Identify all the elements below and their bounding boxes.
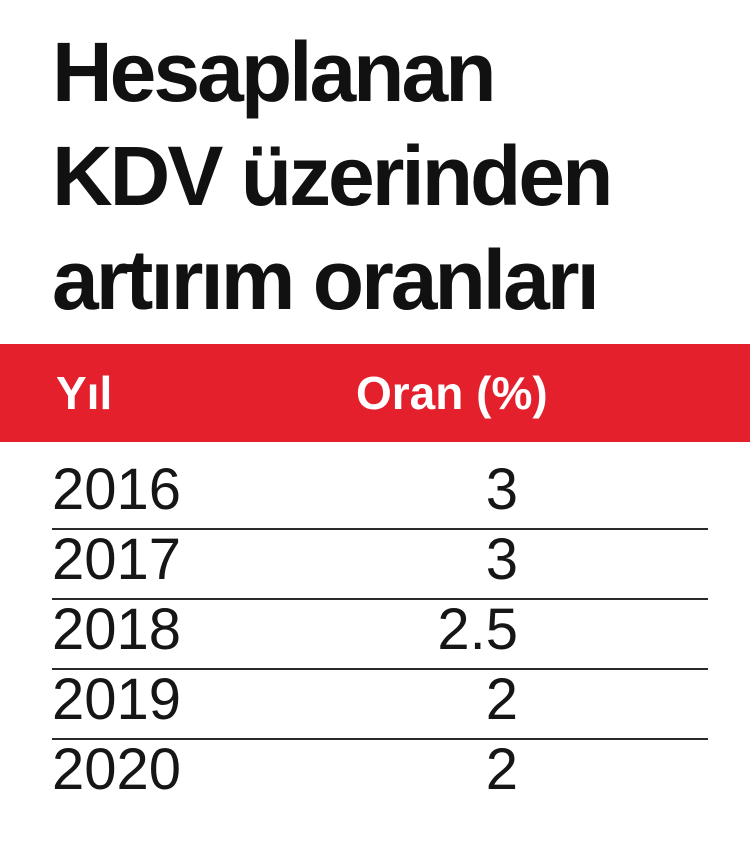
- table-row: 2018 2.5: [52, 597, 708, 670]
- title-line-2: KDV üzerinden: [52, 129, 613, 223]
- title-line-3: artırım oranları: [52, 233, 600, 327]
- column-header-rate: Oran (%): [356, 367, 548, 419]
- cell-rate: 3: [485, 457, 518, 522]
- cell-rate: 2: [485, 667, 518, 732]
- chart-title: Hesaplanan KDV üzerinden artırım oranlar…: [52, 20, 613, 332]
- row-divider: [52, 668, 708, 670]
- table-row: 2017 3: [52, 527, 708, 600]
- table-row: 2019 2: [52, 667, 708, 740]
- cell-year: 2019: [52, 667, 182, 732]
- cell-rate: 3: [485, 527, 518, 592]
- table-row: 2020 2: [52, 737, 708, 810]
- row-divider: [52, 528, 708, 530]
- row-divider: [52, 738, 708, 740]
- table-row: 2016 3: [52, 457, 708, 530]
- cell-year: 2016: [52, 457, 182, 522]
- cell-rate: 2.5: [437, 597, 518, 662]
- table-header-band: [0, 344, 750, 442]
- title-line-1: Hesaplanan: [52, 25, 497, 119]
- cell-year: 2018: [52, 597, 182, 662]
- cell-year: 2020: [52, 737, 182, 802]
- cell-rate: 2: [485, 737, 518, 802]
- row-divider: [52, 598, 708, 600]
- cell-year: 2017: [52, 527, 182, 592]
- column-header-year: Yıl: [56, 367, 113, 419]
